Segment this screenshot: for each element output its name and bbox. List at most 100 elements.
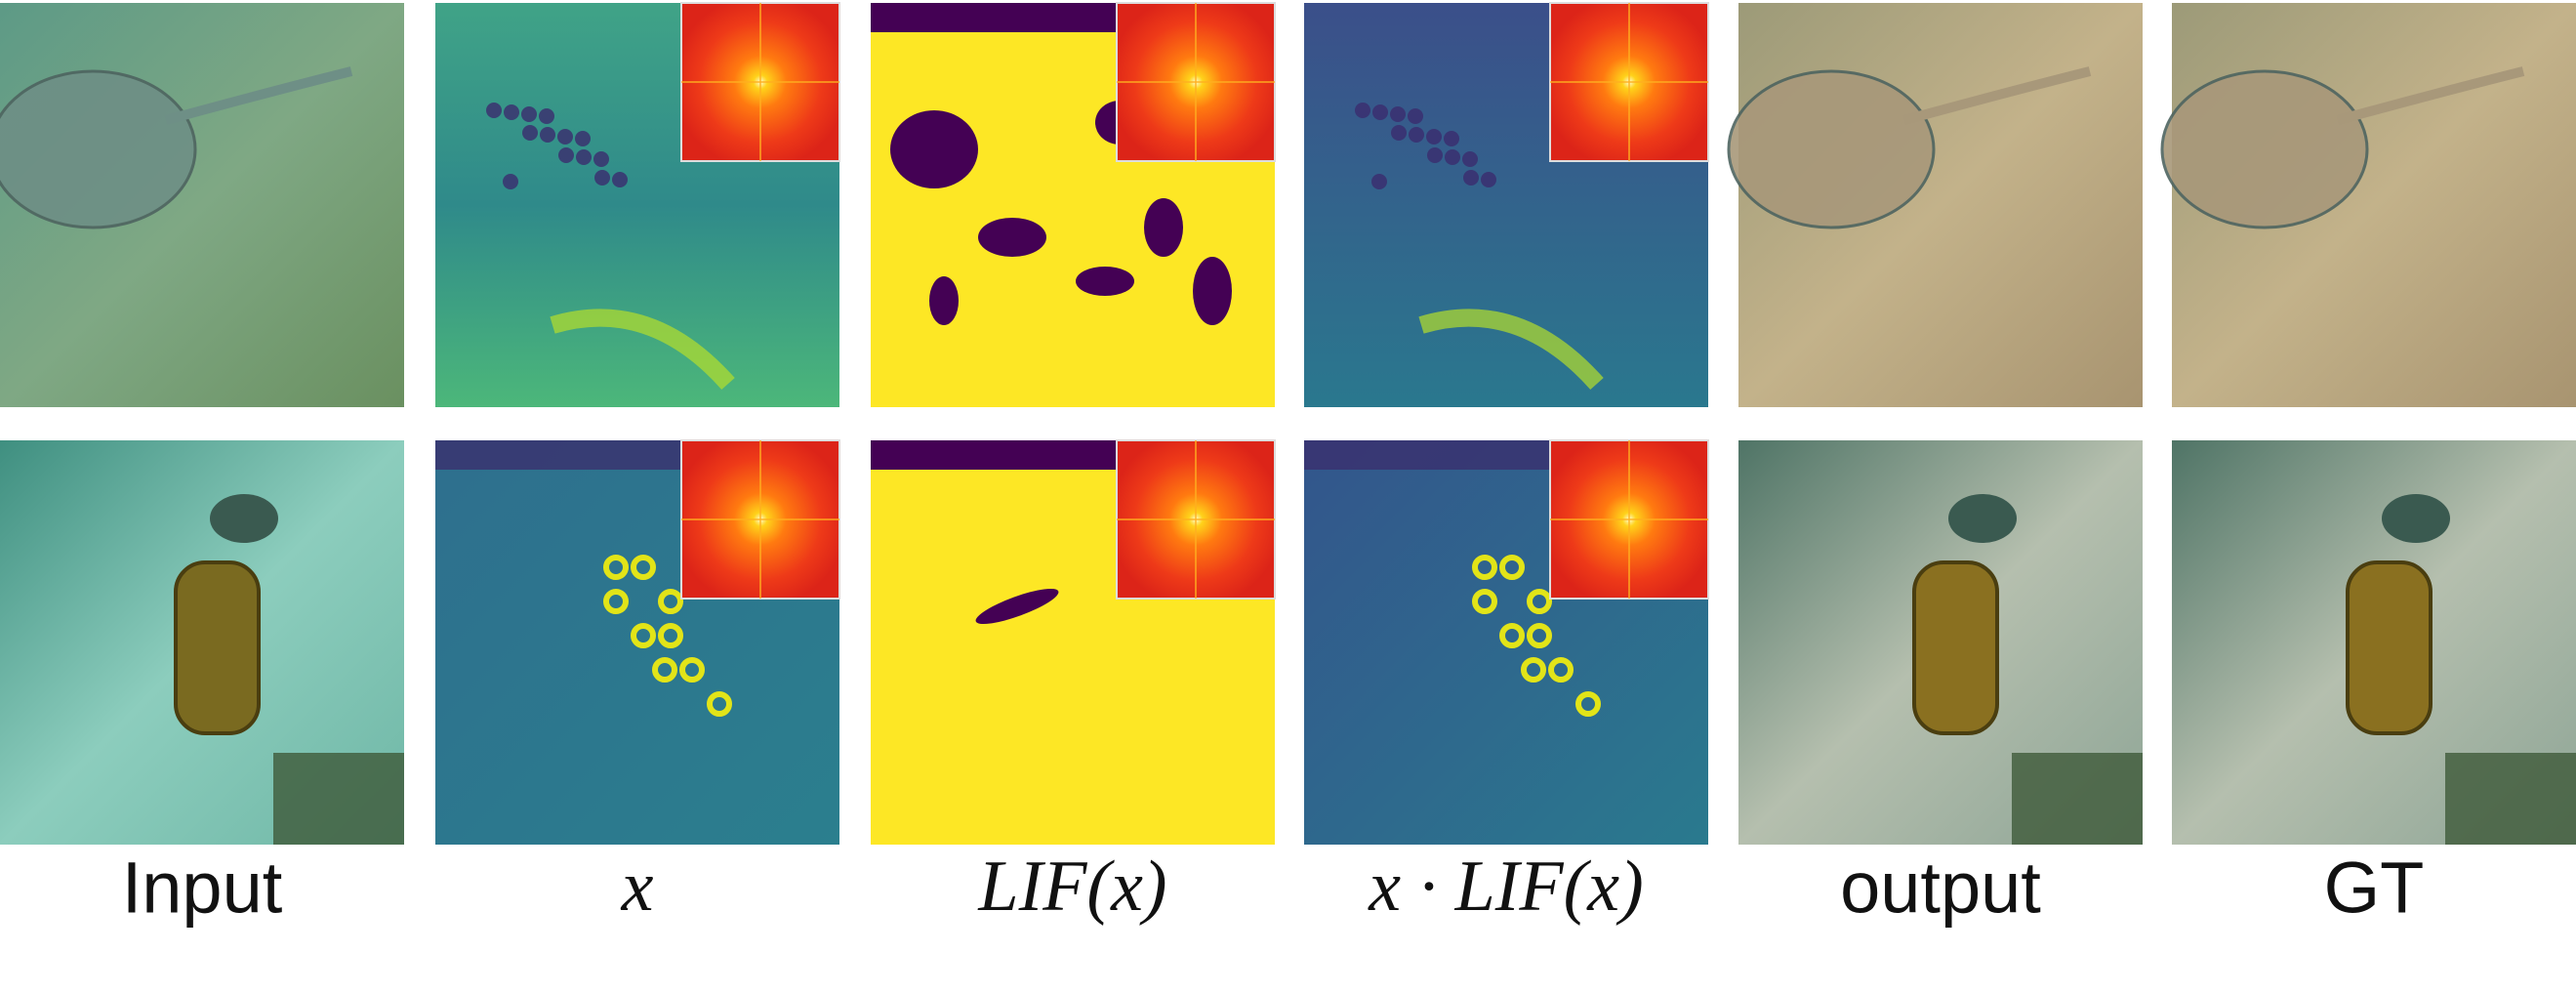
spot <box>594 170 610 186</box>
stingray <box>2160 69 2369 229</box>
spot <box>1355 103 1370 118</box>
spot <box>1463 170 1479 186</box>
image-panel <box>871 439 1276 845</box>
ring <box>1499 623 1525 648</box>
tail <box>2336 66 2525 125</box>
spot <box>558 147 574 163</box>
fft-inset <box>1549 439 1709 600</box>
spot <box>1426 129 1442 145</box>
spot <box>539 108 554 124</box>
image-panel <box>0 3 404 407</box>
image-panel <box>435 2 840 407</box>
streak <box>1418 309 1604 390</box>
weed <box>273 753 404 845</box>
mask-blob <box>871 440 1124 470</box>
image-panel <box>0 440 404 845</box>
image-panel <box>1304 2 1709 407</box>
image-panel <box>1738 440 2143 845</box>
spot <box>522 125 538 141</box>
fft-inset <box>1116 439 1276 600</box>
ring <box>631 555 656 580</box>
rock <box>210 494 278 543</box>
fft-inset <box>1116 2 1276 162</box>
ring <box>1521 657 1546 683</box>
spot <box>557 129 573 145</box>
spot <box>612 172 628 187</box>
stingray <box>0 69 197 229</box>
ring <box>658 589 683 614</box>
image-panel <box>871 2 1276 407</box>
spot <box>503 174 518 189</box>
label: x <box>621 847 654 927</box>
label: x · LIF(x) <box>1368 847 1643 927</box>
ring <box>1527 589 1552 614</box>
ring <box>1548 657 1574 683</box>
image-panel <box>1304 439 1709 845</box>
mask-blob <box>1144 198 1183 257</box>
mask-blob <box>871 3 1124 32</box>
spot <box>1427 147 1443 163</box>
spot <box>540 127 555 143</box>
fft-inset <box>680 439 840 600</box>
spot <box>1481 172 1496 187</box>
spot <box>1462 151 1478 167</box>
spot <box>521 106 537 122</box>
spot <box>1408 108 1423 124</box>
ring <box>658 623 683 648</box>
spot <box>593 151 609 167</box>
mask-blob <box>1193 257 1232 325</box>
ring <box>707 691 732 717</box>
panels <box>0 2 2576 845</box>
dark-top <box>1304 440 1558 470</box>
spot <box>1371 174 1387 189</box>
fft-inset <box>680 2 840 162</box>
ring <box>679 657 705 683</box>
image-panel <box>2160 3 2576 407</box>
spot <box>486 103 502 118</box>
ring <box>631 623 656 648</box>
dark-top <box>435 440 689 470</box>
spot <box>1445 149 1460 165</box>
image-panel <box>2172 440 2576 845</box>
spot <box>575 131 591 146</box>
coral <box>1912 560 1999 735</box>
ring <box>652 657 677 683</box>
ring <box>1527 623 1552 648</box>
mask-blob <box>1076 267 1134 296</box>
image-panel <box>1727 3 2143 407</box>
coral <box>174 560 261 735</box>
ring <box>1472 555 1497 580</box>
mask-blob <box>890 110 978 188</box>
spot <box>1372 104 1388 120</box>
tail <box>1902 66 2092 125</box>
label: output <box>1840 848 2041 929</box>
spot <box>576 149 592 165</box>
mask-blob <box>978 218 1046 257</box>
ring <box>603 589 629 614</box>
rock <box>1948 494 2017 543</box>
rock <box>2382 494 2450 543</box>
ring <box>1575 691 1601 717</box>
spot <box>504 104 519 120</box>
coral <box>2346 560 2433 735</box>
mask-blob <box>975 588 1059 625</box>
fft-inset <box>1549 2 1709 162</box>
label: LIF(x) <box>977 847 1166 927</box>
image-panel <box>435 439 840 845</box>
mask-blob <box>929 276 959 325</box>
spot <box>1444 131 1459 146</box>
tail <box>164 66 353 125</box>
ring <box>1499 555 1525 580</box>
ring <box>603 555 629 580</box>
spot <box>1409 127 1424 143</box>
spot <box>1390 106 1406 122</box>
spot <box>1391 125 1407 141</box>
label: Input <box>122 848 283 929</box>
ring <box>1472 589 1497 614</box>
streak <box>550 309 735 390</box>
weed <box>2445 753 2576 845</box>
weed <box>2012 753 2143 845</box>
stingray <box>1727 69 1936 229</box>
